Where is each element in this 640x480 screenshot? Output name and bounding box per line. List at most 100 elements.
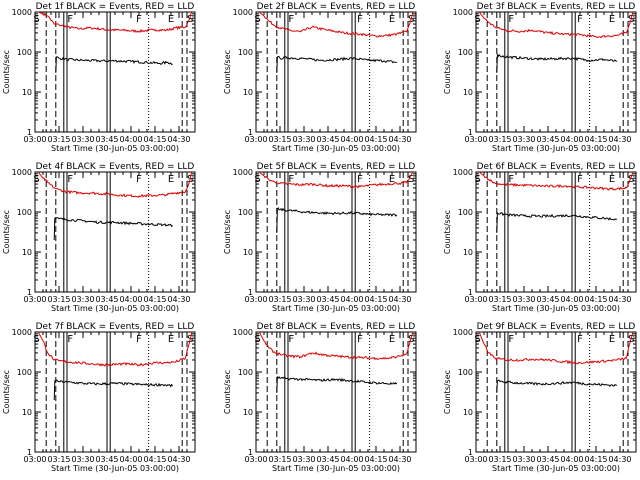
series-lld-line	[478, 331, 634, 365]
series-events-line	[496, 211, 618, 233]
marker-label-E: E	[609, 334, 615, 345]
x-tick-label: 03:15	[47, 295, 70, 304]
y-tick-label: 10	[22, 408, 32, 417]
panel-title: Det 4f BLACK = Events, RED = LLD	[36, 162, 195, 172]
x-tick-label: 03:15	[47, 455, 70, 464]
y-tick-label: 1000	[233, 328, 253, 337]
marker-label-E: E	[168, 334, 174, 345]
y-tick-label: 1	[27, 128, 32, 137]
x-axis-label: Start Time (30-Jun-05 03:00:00)	[272, 144, 400, 153]
panel-title: Det 7f BLACK = Events, RED = LLD	[36, 322, 195, 332]
marker-label-E: E	[389, 174, 395, 185]
x-tick-label: 04:00	[340, 135, 363, 144]
x-tick-label: 03:30	[71, 295, 94, 304]
marker-label-F: F	[508, 174, 514, 185]
x-tick-label: 03:45	[536, 295, 559, 304]
marker-label-S: S	[474, 174, 480, 185]
panel-1: Det 1f BLACK = Events, RED = LLD 1 10 100 10…	[2, 2, 196, 153]
marker-label-S: S	[187, 14, 193, 25]
x-tick-label: 03:00	[464, 135, 487, 144]
panel-title: Det 6f BLACK = Events, RED = LLD	[477, 162, 636, 172]
x-tick-label: 03:15	[488, 295, 511, 304]
y-tick-label: 10	[463, 408, 473, 417]
x-tick-label: 04:30	[608, 135, 631, 144]
marker-label-F: F	[67, 14, 73, 25]
marker-label-F: F	[67, 334, 73, 345]
x-tick-label: 04:30	[167, 455, 190, 464]
series-events-line	[276, 207, 398, 233]
y-tick-label: 10	[22, 248, 32, 257]
y-tick-label: 1	[468, 128, 473, 137]
plot-frame	[475, 11, 637, 133]
y-tick-label: 1000	[233, 8, 253, 17]
x-tick-label: 04:15	[143, 455, 166, 464]
x-tick-label: 04:00	[119, 455, 142, 464]
plot-frame	[34, 331, 196, 453]
marker-label-F: F	[508, 334, 514, 345]
x-tick-label: 03:15	[268, 455, 291, 464]
x-tick-label: 03:30	[512, 295, 535, 304]
marker-label-F: F	[357, 174, 363, 185]
marker-label-E: E	[168, 14, 174, 25]
marker-label-S: S	[254, 14, 260, 25]
y-tick-label: 1000	[453, 168, 473, 177]
marker-label-F: F	[67, 174, 73, 185]
marker-label-S: S	[628, 174, 634, 185]
series-events-line	[276, 55, 397, 73]
panel-title: Det 3f BLACK = Events, RED = LLD	[477, 2, 636, 12]
y-tick-label: 1000	[12, 8, 32, 17]
marker-label-F: F	[288, 334, 294, 345]
x-tick-label: 04:30	[608, 455, 631, 464]
y-tick-label: 100	[238, 48, 253, 57]
y-tick-label: 1	[468, 288, 473, 297]
series-lld-line	[478, 171, 634, 191]
x-tick-label: 03:00	[464, 455, 487, 464]
x-tick-label: 03:30	[512, 455, 535, 464]
y-tick-label: 10	[243, 88, 253, 97]
marker-label-E: E	[389, 334, 395, 345]
x-tick-label: 04:30	[167, 295, 190, 304]
marker-label-F: F	[577, 174, 583, 185]
marker-label-F: F	[357, 334, 363, 345]
marker-label-F: F	[136, 174, 142, 185]
x-tick-label: 03:00	[244, 455, 267, 464]
plot-frame	[255, 171, 417, 293]
y-tick-label: 1000	[233, 168, 253, 177]
marker-label-S: S	[33, 14, 39, 25]
x-axis-label: Start Time (30-Jun-05 03:00:00)	[272, 464, 400, 473]
y-axis-label: Counts/sec	[223, 50, 232, 94]
x-tick-label: 03:45	[316, 455, 339, 464]
x-tick-label: 03:15	[268, 295, 291, 304]
marker-label-F: F	[288, 14, 294, 25]
panel-7: Det 7f BLACK = Events, RED = LLD 1 10 100 10…	[2, 322, 196, 473]
x-tick-label: 03:30	[71, 455, 94, 464]
series-lld-line	[258, 11, 414, 38]
x-tick-label: 03:00	[23, 135, 46, 144]
marker-label-S: S	[33, 174, 39, 185]
y-tick-label: 100	[17, 48, 32, 57]
x-tick-label: 04:15	[364, 455, 387, 464]
x-tick-label: 04:00	[119, 135, 142, 144]
marker-label-F: F	[577, 334, 583, 345]
series-lld-line	[38, 11, 193, 34]
series-events-line	[276, 375, 398, 393]
x-tick-label: 04:30	[167, 135, 190, 144]
x-tick-label: 03:45	[95, 295, 118, 304]
panel-title: Det 2f BLACK = Events, RED = LLD	[257, 2, 416, 12]
marker-label-S: S	[474, 334, 480, 345]
x-tick-label: 04:15	[143, 135, 166, 144]
series-lld-line	[37, 331, 193, 367]
panel-2: Det 2f BLACK = Events, RED = LLD 1 10 100 10…	[223, 2, 417, 153]
x-tick-label: 03:45	[95, 455, 118, 464]
y-tick-label: 1000	[453, 328, 473, 337]
marker-label-S: S	[254, 334, 260, 345]
x-tick-label: 03:30	[292, 295, 315, 304]
y-tick-label: 100	[17, 368, 32, 377]
y-tick-label: 10	[463, 88, 473, 97]
panel-6: Det 6f BLACK = Events, RED = LLD 1 10 100 10…	[443, 162, 637, 313]
y-axis-label: Counts/sec	[443, 370, 452, 414]
x-tick-label: 03:00	[464, 295, 487, 304]
x-axis-label: Start Time (30-Jun-05 03:00:00)	[492, 144, 620, 153]
marker-label-S: S	[474, 14, 480, 25]
y-axis-label: Counts/sec	[443, 210, 452, 254]
